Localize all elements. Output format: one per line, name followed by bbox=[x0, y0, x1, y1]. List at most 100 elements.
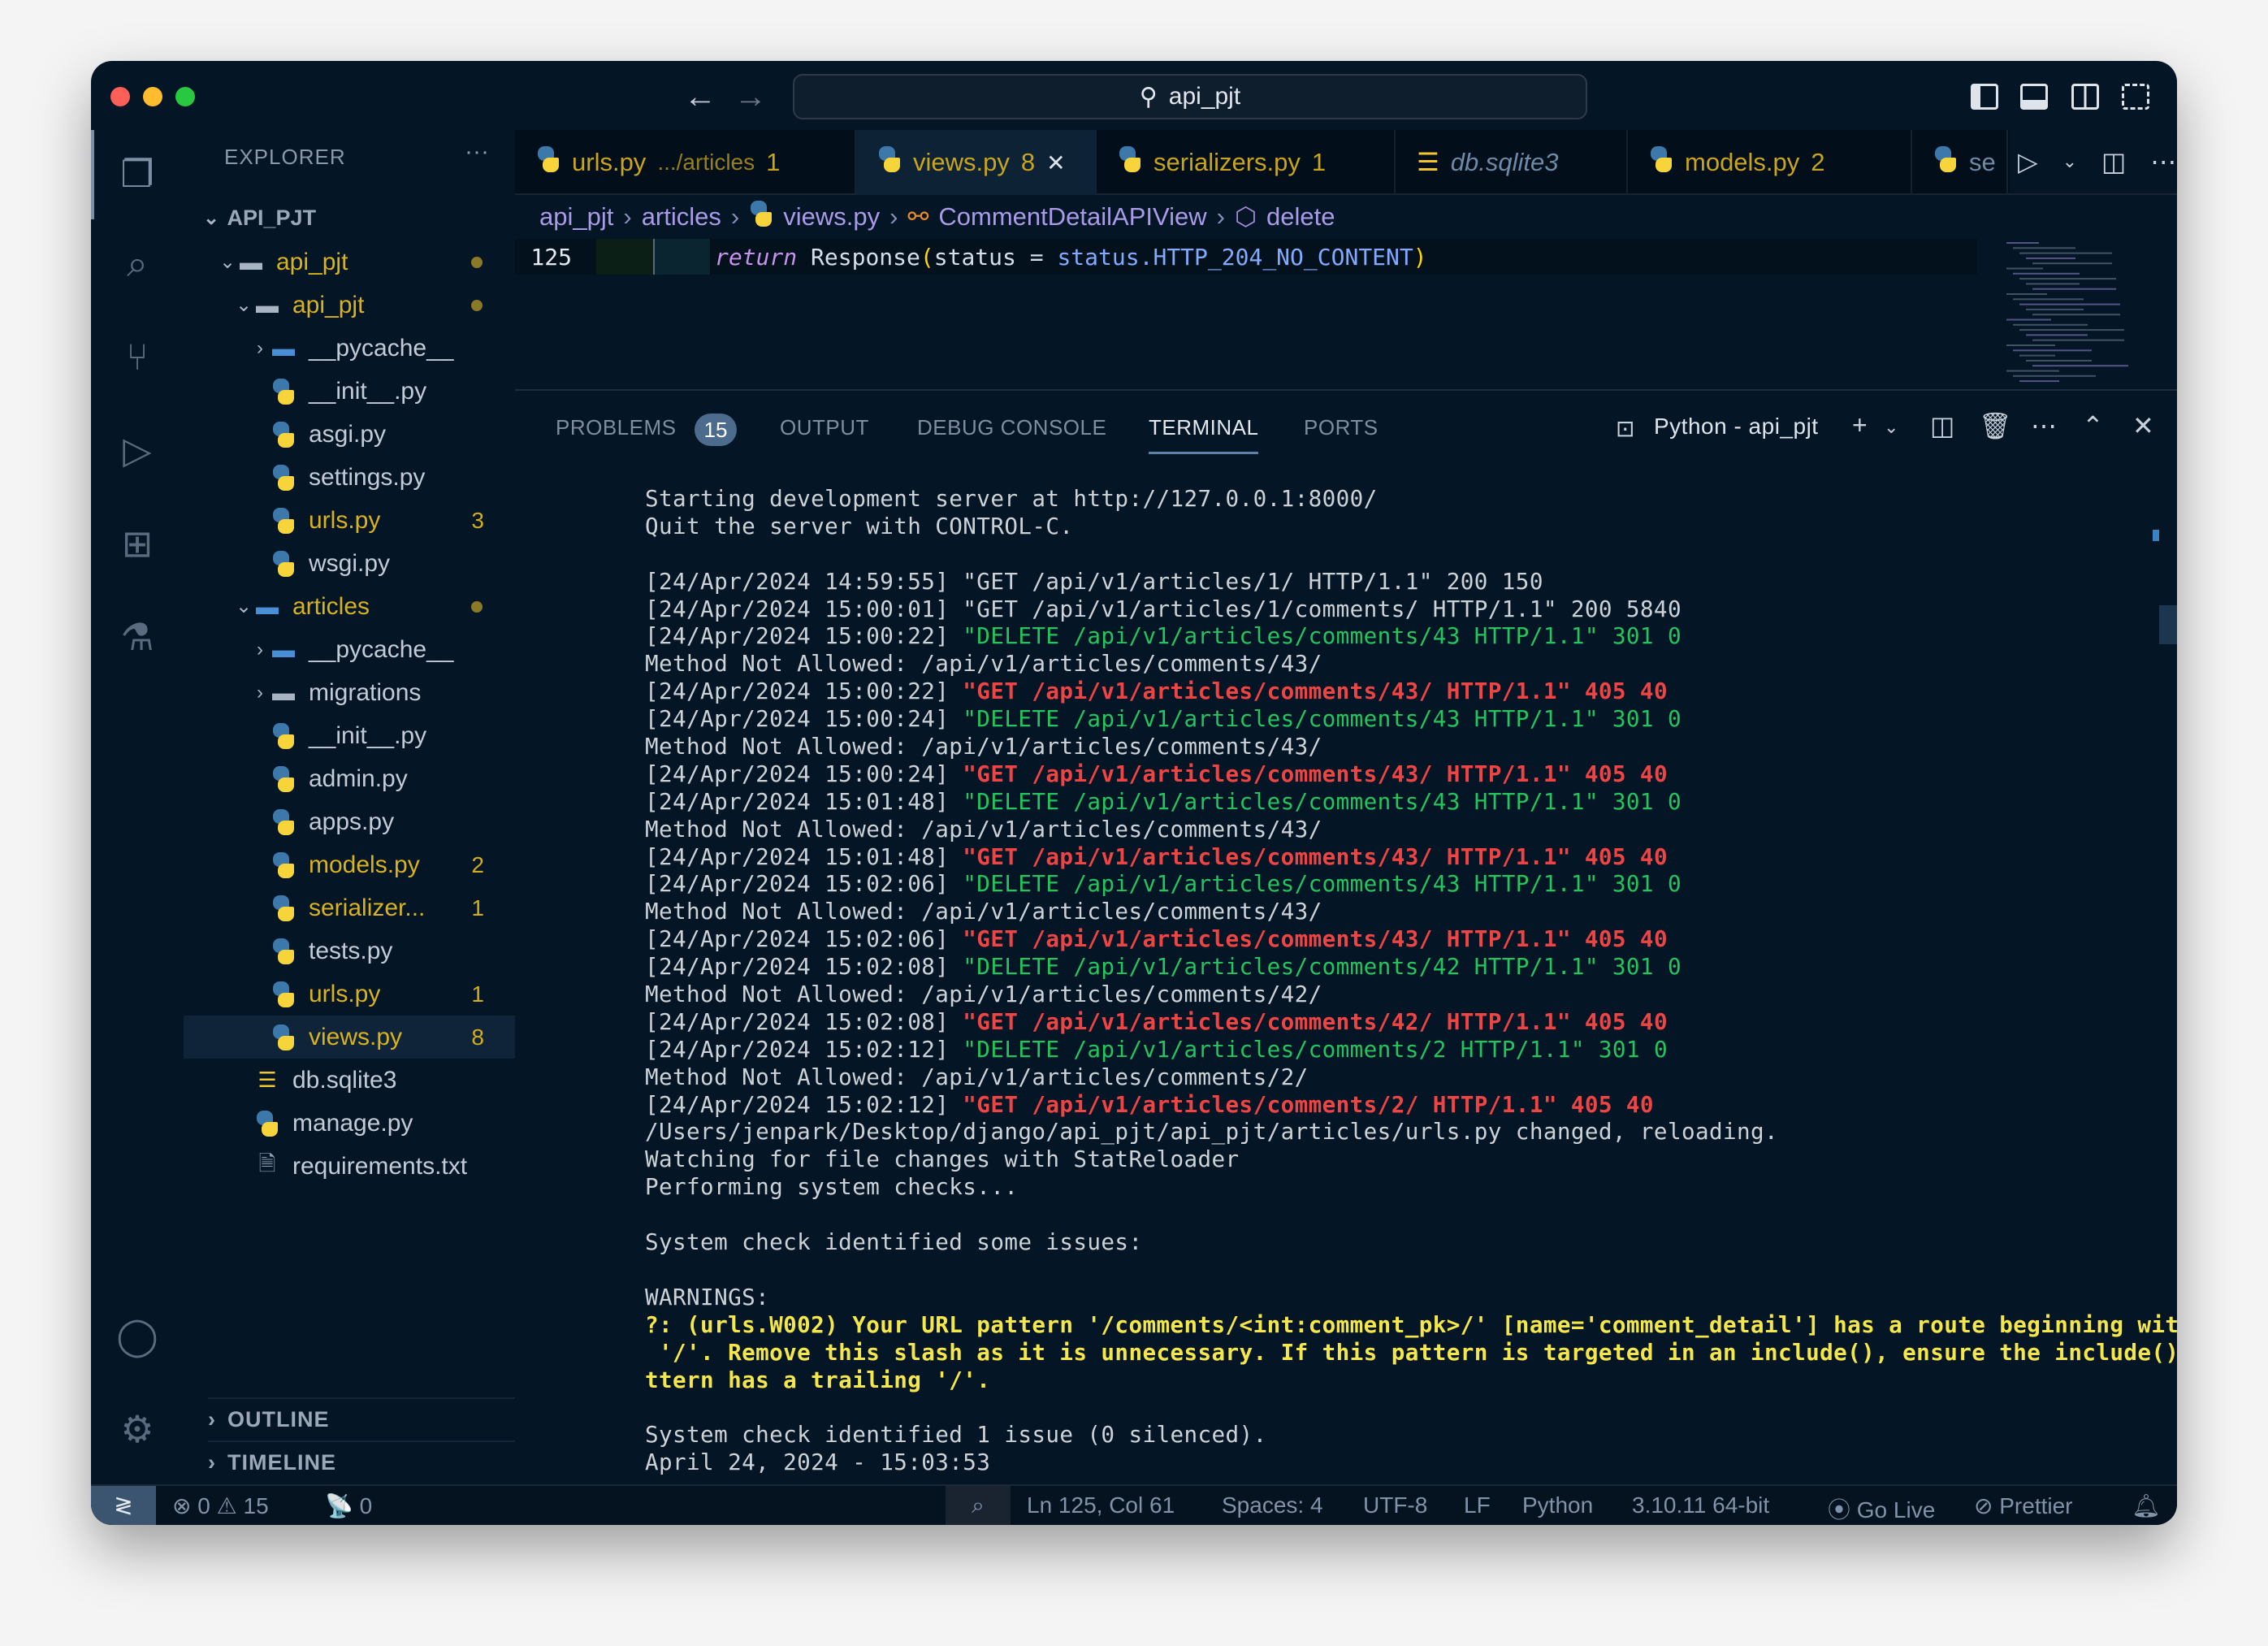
chevron-down-icon: ⌄ bbox=[235, 596, 253, 617]
tab-debug-console[interactable]: DEBUG CONSOLE bbox=[917, 415, 1107, 440]
go-live-button[interactable]: ⦿ Go Live bbox=[1828, 1497, 1936, 1523]
cursor-position[interactable]: Ln 125, Col 61 bbox=[1027, 1492, 1175, 1518]
tree-item-label: articles bbox=[292, 592, 370, 620]
forward-arrow-icon[interactable]: → bbox=[734, 79, 767, 115]
settings-gear-icon[interactable]: ⚙ bbox=[120, 1408, 154, 1450]
explorer-icon[interactable]: ❐ bbox=[120, 153, 154, 195]
tree-item[interactable]: __init__.py bbox=[184, 714, 515, 757]
tree-item[interactable]: wsgi.py bbox=[184, 542, 515, 585]
remote-indicator-icon[interactable]: ≷ bbox=[91, 1486, 156, 1525]
tab-se[interactable]: se bbox=[1912, 130, 2008, 195]
minimize-window-button[interactable] bbox=[143, 87, 162, 106]
tree-item[interactable]: admin.py bbox=[184, 757, 515, 800]
tree-item-label: settings.py bbox=[309, 463, 426, 491]
tree-item[interactable]: tests.py bbox=[184, 929, 515, 972]
indentation[interactable]: Spaces: 4 bbox=[1222, 1492, 1323, 1518]
breadcrumb-item[interactable]: views.py bbox=[783, 202, 881, 231]
notifications-bell-icon[interactable]: 🔔︎ bbox=[2132, 1493, 2161, 1518]
tab-ports[interactable]: PORTS bbox=[1304, 415, 1379, 440]
more-actions-icon[interactable]: ⋯ bbox=[2031, 411, 2057, 440]
run-python-icon[interactable]: ▷ bbox=[2018, 147, 2038, 176]
customize-layout-icon[interactable] bbox=[2122, 84, 2149, 110]
python-interpreter[interactable]: 3.10.11 64-bit bbox=[1632, 1492, 1770, 1518]
new-terminal-icon[interactable]: + bbox=[1852, 410, 1868, 440]
outline-section[interactable]: › OUTLINE bbox=[208, 1397, 515, 1440]
maximize-panel-icon[interactable]: ⌃ bbox=[2082, 411, 2104, 440]
terminal-text: Method Not Allowed: /api/v1/articles/com… bbox=[645, 815, 1322, 842]
tree-item[interactable]: ⌄ ▬ api_pjt bbox=[184, 284, 515, 327]
breadcrumb-item[interactable]: delete bbox=[1266, 202, 1335, 231]
tab-db-sqlite3[interactable]: ☰ db.sqlite3 bbox=[1396, 130, 1628, 195]
tree-item[interactable]: ⌄ ▬ api_pjt bbox=[184, 240, 515, 284]
close-window-button[interactable] bbox=[110, 87, 130, 106]
more-actions-icon[interactable]: ··· bbox=[465, 138, 489, 165]
split-terminal-icon[interactable]: ◫ bbox=[1930, 411, 1955, 440]
tree-item[interactable]: urls.py 1 bbox=[184, 972, 515, 1016]
ports-status[interactable]: 📡 0 bbox=[325, 1493, 373, 1518]
source-control-icon[interactable]: ⑂ bbox=[126, 336, 149, 378]
breadcrumb-item[interactable]: articles bbox=[641, 202, 721, 231]
tree-item[interactable]: __init__.py bbox=[184, 370, 515, 413]
tree-item[interactable]: › ▬ __pycache__ bbox=[184, 327, 515, 370]
tree-item[interactable]: models.py 2 bbox=[184, 843, 515, 886]
terminal-text: April 24, 2024 - 15:03:53 bbox=[645, 1449, 991, 1476]
tree-item[interactable]: serializer... 1 bbox=[184, 886, 515, 929]
chevron-down-icon[interactable]: ⌄ bbox=[2062, 151, 2078, 171]
terminal-scrollbar[interactable] bbox=[2159, 605, 2177, 644]
extensions-icon[interactable]: ⊞ bbox=[121, 522, 154, 565]
back-arrow-icon[interactable]: ← bbox=[684, 79, 716, 115]
terminal-line: Method Not Allowed: /api/v1/articles/com… bbox=[645, 733, 2177, 760]
encoding[interactable]: UTF-8 bbox=[1363, 1492, 1428, 1518]
tree-item[interactable]: ☰ db.sqlite3 bbox=[184, 1059, 515, 1102]
tab-terminal[interactable]: TERMINAL bbox=[1149, 415, 1259, 454]
search-icon[interactable]: ⌕ bbox=[127, 242, 148, 284]
command-center-search[interactable]: ⚲ api_pjt bbox=[793, 74, 1587, 119]
zoom-icon[interactable]: ⌕ bbox=[946, 1486, 1011, 1525]
breadcrumb-item[interactable]: CommentDetailAPIView bbox=[938, 202, 1207, 231]
minimap-line bbox=[2019, 252, 2112, 254]
prettier-button[interactable]: ⊘ Prettier bbox=[1974, 1493, 2073, 1518]
terminal-output[interactable]: Starting development server at http://12… bbox=[645, 485, 2177, 1476]
close-tab-icon[interactable]: ✕ bbox=[1046, 149, 1066, 175]
tab-serializers-py[interactable]: serializers.py 1 bbox=[1097, 130, 1396, 195]
maximize-window-button[interactable] bbox=[175, 87, 195, 106]
tree-item[interactable]: manage.py bbox=[184, 1102, 515, 1145]
toggle-panel-icon[interactable] bbox=[2020, 84, 2048, 110]
tree-item[interactable]: views.py 8 bbox=[184, 1016, 515, 1059]
terminal-line: WARNINGS: bbox=[645, 1284, 2177, 1311]
minimap-line bbox=[2032, 262, 2112, 265]
workspace-root[interactable]: ⌄ API_PJT bbox=[184, 197, 515, 240]
trash-icon[interactable]: 🗑 bbox=[1979, 411, 2012, 440]
more-actions-icon[interactable]: ⋯ bbox=[2150, 147, 2177, 176]
tree-item[interactable]: › ▬ migrations bbox=[184, 671, 515, 714]
testing-icon[interactable]: ⚗ bbox=[120, 616, 154, 658]
minimap[interactable] bbox=[1990, 239, 2153, 391]
run-debug-icon[interactable]: ▷ bbox=[123, 429, 152, 471]
tree-item[interactable]: asgi.py bbox=[184, 413, 515, 456]
tree-item[interactable]: settings.py bbox=[184, 456, 515, 499]
split-editor-icon[interactable]: ◫ bbox=[2101, 147, 2127, 176]
terminal-text: Watching for file changes with StatReloa… bbox=[645, 1146, 1240, 1173]
toggle-secondary-sidebar-icon[interactable] bbox=[2071, 84, 2099, 110]
problems-status[interactable]: ⊗ 0 ⚠ 15 bbox=[172, 1493, 269, 1518]
tab-output[interactable]: OUTPUT bbox=[780, 415, 869, 440]
end-of-line[interactable]: LF bbox=[1464, 1492, 1491, 1518]
tab-problems[interactable]: PROBLEMS bbox=[556, 415, 677, 440]
terminal-name[interactable]: Python - api_pjt bbox=[1654, 414, 1819, 439]
close-panel-icon[interactable]: ✕ bbox=[2132, 411, 2154, 440]
toggle-primary-sidebar-icon[interactable] bbox=[1971, 84, 1998, 110]
accounts-icon[interactable]: ◯ bbox=[116, 1315, 158, 1357]
tree-item[interactable]: › ▬ __pycache__ bbox=[184, 628, 515, 671]
tree-item[interactable]: 🗎 requirements.txt bbox=[184, 1145, 515, 1188]
tab-urls-py[interactable]: urls.py .../articles 1 bbox=[515, 130, 856, 195]
tab-models-py[interactable]: models.py 2 bbox=[1628, 130, 1912, 195]
tab-views-py[interactable]: views.py 8 ✕ bbox=[856, 130, 1097, 195]
code-editor[interactable]: 125 return Response(status = status.HTTP… bbox=[515, 239, 2177, 391]
tree-item[interactable]: urls.py 3 bbox=[184, 499, 515, 542]
timeline-section[interactable]: › TIMELINE bbox=[208, 1440, 515, 1484]
tree-item[interactable]: apps.py bbox=[184, 800, 515, 843]
breadcrumb-item[interactable]: api_pjt bbox=[539, 202, 614, 231]
tree-item[interactable]: ⌄ ▬ articles bbox=[184, 585, 515, 628]
language-mode[interactable]: Python bbox=[1522, 1492, 1594, 1518]
chevron-down-icon[interactable]: ⌄ bbox=[1884, 417, 1899, 437]
